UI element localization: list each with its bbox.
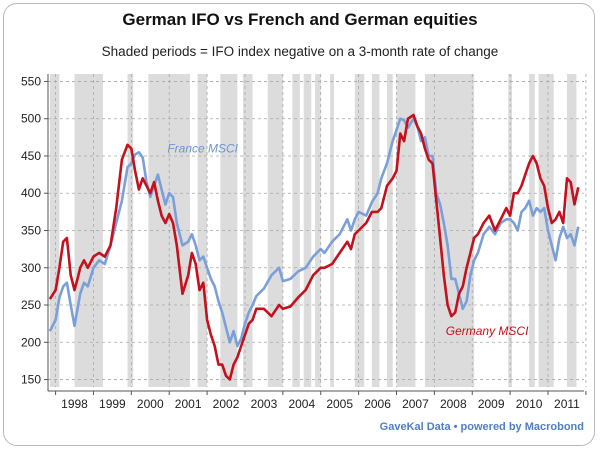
y-tick-label: 150 bbox=[21, 373, 41, 387]
series-annotation: Germany MSCI bbox=[446, 324, 529, 338]
shaded-period bbox=[396, 74, 416, 387]
chart-subtitle: Shaded periods = IFO index negative on a… bbox=[101, 44, 499, 59]
y-tick-label: 550 bbox=[21, 74, 41, 88]
x-tick-label: 2000 bbox=[137, 397, 164, 411]
x-tick-label: 2003 bbox=[251, 397, 278, 411]
y-tick-label: 200 bbox=[21, 335, 41, 349]
x-tick-label: 1998 bbox=[61, 397, 88, 411]
x-tick-label: 2006 bbox=[364, 397, 391, 411]
shaded-period bbox=[197, 74, 208, 387]
x-tick-label: 2007 bbox=[402, 397, 429, 411]
x-tick-label: 2002 bbox=[213, 397, 240, 411]
series-line-germany-msci bbox=[48, 113, 580, 381]
y-tick-label: 450 bbox=[21, 149, 41, 163]
series-annotation: France MSCI bbox=[167, 141, 238, 155]
x-tick-label: 2010 bbox=[516, 397, 543, 411]
x-tick-label: 2011 bbox=[554, 397, 580, 411]
shaded-period bbox=[127, 74, 134, 387]
x-tick-label: 2008 bbox=[440, 397, 467, 411]
y-tick-label: 250 bbox=[21, 298, 41, 312]
x-tick-label: 2001 bbox=[175, 397, 202, 411]
shaded-period bbox=[315, 74, 321, 387]
y-tick-label: 300 bbox=[21, 261, 41, 275]
source-footer: GaveKal Data • powered by Macrobond bbox=[379, 421, 584, 433]
y-tick-label: 350 bbox=[21, 224, 41, 238]
series-line-france-msci bbox=[48, 117, 580, 348]
annotations: France MSCI Germany MSCI bbox=[167, 141, 529, 338]
shaded-period bbox=[267, 74, 283, 387]
y-tick-label: 500 bbox=[21, 112, 41, 126]
axes: 150 200 250 300 350 400 450 500 550 1998 1999 2000 2… bbox=[21, 74, 587, 411]
shaded-period bbox=[387, 74, 393, 387]
shaded-period bbox=[371, 74, 380, 387]
shaded-period bbox=[529, 74, 535, 387]
series-lines bbox=[48, 113, 580, 381]
x-tick-label: 1999 bbox=[99, 397, 126, 411]
chart-title: German IFO vs French and German equities bbox=[122, 10, 478, 29]
x-tick-label: 2004 bbox=[288, 397, 315, 411]
x-tick-label: 2009 bbox=[478, 397, 505, 411]
x-tick-label: 2005 bbox=[326, 397, 353, 411]
y-tick-label: 400 bbox=[21, 186, 41, 200]
